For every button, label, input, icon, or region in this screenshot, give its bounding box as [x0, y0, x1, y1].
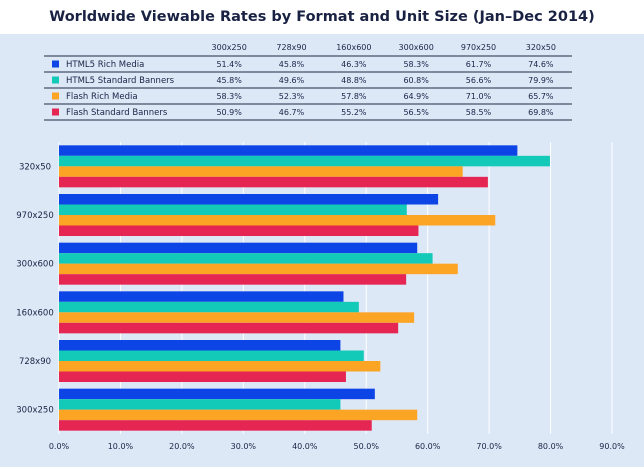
legend-swatch-html5-standard-banners [52, 76, 59, 84]
bars [59, 145, 550, 431]
bar-flash-rich-media-300x250 [59, 409, 418, 421]
table-cell: 61.7% [466, 60, 492, 69]
bar-html5-standard-banners-970x250 [59, 204, 407, 215]
table-cell: 79.9% [528, 76, 554, 85]
x-tick-label: 40.0% [292, 442, 318, 451]
bar-html5-rich-media-300x600 [59, 242, 418, 254]
table-cell: 71.0% [466, 92, 492, 101]
y-axis-tick-labels: 320x50 970x250 300x600 160x600 728x90 300x250 [16, 162, 53, 415]
x-tick-label: 70.0% [476, 442, 502, 451]
y-tick-label-970x250: 970x250 [16, 211, 53, 221]
x-tick-label: 20.0% [169, 442, 195, 451]
bar-flash-standard-banners-300x250 [59, 420, 372, 431]
bar-flash-rich-media-160x600 [59, 312, 415, 323]
chart-panel: 300x250 728x90 160x600 300x600 970x250 320x50… [0, 34, 644, 467]
bar-html5-standard-banners-320x50 [59, 155, 550, 167]
bar-flash-standard-banners-320x50 [59, 176, 488, 188]
x-tick-label: 90.0% [599, 442, 625, 451]
bar-html5-rich-media-320x50 [59, 145, 518, 156]
bar-html5-standard-banners-728x90 [59, 350, 364, 361]
legend-swatch-flash-standard-banners [52, 108, 59, 116]
legend-swatch-html5-rich-media [52, 60, 59, 68]
x-tick-label: 50.0% [354, 442, 380, 451]
table-cell: 58.3% [216, 92, 242, 101]
table-header-970x250: 970x250 [461, 43, 496, 52]
bar-flash-rich-media-970x250 [59, 215, 496, 226]
x-tick-label: 0.0% [49, 442, 70, 451]
y-tick-label-300x600: 300x600 [16, 260, 53, 270]
bar-html5-rich-media-300x250 [59, 388, 375, 400]
grid-lines [58, 142, 613, 434]
table-cell: 46.7% [279, 108, 305, 117]
bar-chart: 300x250 728x90 160x600 300x600 970x250 320x50… [16, 43, 625, 451]
table-header-160x600: 160x600 [336, 43, 371, 52]
chart-title: Worldwide Viewable Rates by Format and U… [49, 9, 595, 25]
bar-html5-standard-banners-160x600 [59, 301, 359, 313]
table-cell: 60.8% [403, 76, 429, 85]
x-tick-label: 30.0% [231, 442, 257, 451]
y-tick-label-728x90: 728x90 [19, 357, 51, 367]
bar-html5-rich-media-970x250 [59, 194, 439, 205]
table-cell: 51.4% [216, 60, 242, 69]
table-cell: 55.2% [341, 108, 367, 117]
table-header-300x250: 300x250 [212, 43, 247, 52]
legend-label-flash-standard-banners: Flash Standard Banners [66, 108, 168, 118]
table-cell: 46.3% [341, 60, 367, 69]
table-header-300x600: 300x600 [399, 43, 434, 52]
legend-swatch-flash-rich-media [52, 92, 59, 100]
table-cell: 45.8% [279, 60, 305, 69]
legend-label-html5-standard-banners: HTML5 Standard Banners [66, 76, 175, 86]
x-axis-tick-labels: 0.0% 10.0% 20.0% 30.0% 40.0% 50.0% 60.0% 70.0% 8… [49, 442, 625, 451]
bar-flash-rich-media-728x90 [59, 361, 381, 372]
x-tick-label: 80.0% [538, 442, 564, 451]
bar-flash-standard-banners-728x90 [59, 371, 346, 382]
bar-html5-standard-banners-300x250 [59, 399, 341, 410]
y-tick-label-300x250: 300x250 [16, 406, 53, 416]
table-cell: 56.6% [466, 76, 492, 85]
table-cell: 64.9% [403, 92, 429, 101]
y-tick-label-320x50: 320x50 [19, 162, 51, 172]
bar-html5-rich-media-728x90 [59, 340, 341, 351]
bar-html5-standard-banners-300x600 [59, 253, 433, 264]
x-tick-label: 10.0% [108, 442, 134, 451]
bar-flash-rich-media-320x50 [59, 166, 463, 177]
table-cell: 45.8% [216, 76, 242, 85]
y-tick-label-160x600: 160x600 [16, 308, 53, 318]
bar-flash-rich-media-300x600 [59, 263, 458, 275]
x-tick-label: 60.0% [415, 442, 441, 451]
legend-label-flash-rich-media: Flash Rich Media [66, 92, 138, 102]
table-cell: 50.9% [216, 108, 242, 117]
table-cell: 74.6% [528, 60, 554, 69]
table-cell: 49.6% [279, 76, 305, 85]
table-cell: 65.7% [528, 92, 554, 101]
table-header-728x90: 728x90 [276, 43, 306, 52]
bar-flash-standard-banners-970x250 [59, 225, 419, 236]
table-cell: 58.5% [466, 108, 492, 117]
table-cell: 69.8% [528, 108, 554, 117]
table-cell: 52.3% [279, 92, 305, 101]
bar-flash-standard-banners-300x600 [59, 274, 407, 285]
table-cell: 56.5% [403, 108, 429, 117]
table-cell: 57.8% [341, 92, 367, 101]
legend-label-html5-rich-media: HTML5 Rich Media [66, 60, 144, 70]
legend-data-table: 300x250 728x90 160x600 300x600 970x250 320x50… [44, 43, 572, 121]
bar-flash-standard-banners-160x600 [59, 322, 399, 334]
table-header-320x50: 320x50 [526, 43, 556, 52]
table-cell: 58.3% [403, 60, 429, 69]
table-cell: 48.8% [341, 76, 367, 85]
bar-html5-rich-media-160x600 [59, 291, 344, 302]
